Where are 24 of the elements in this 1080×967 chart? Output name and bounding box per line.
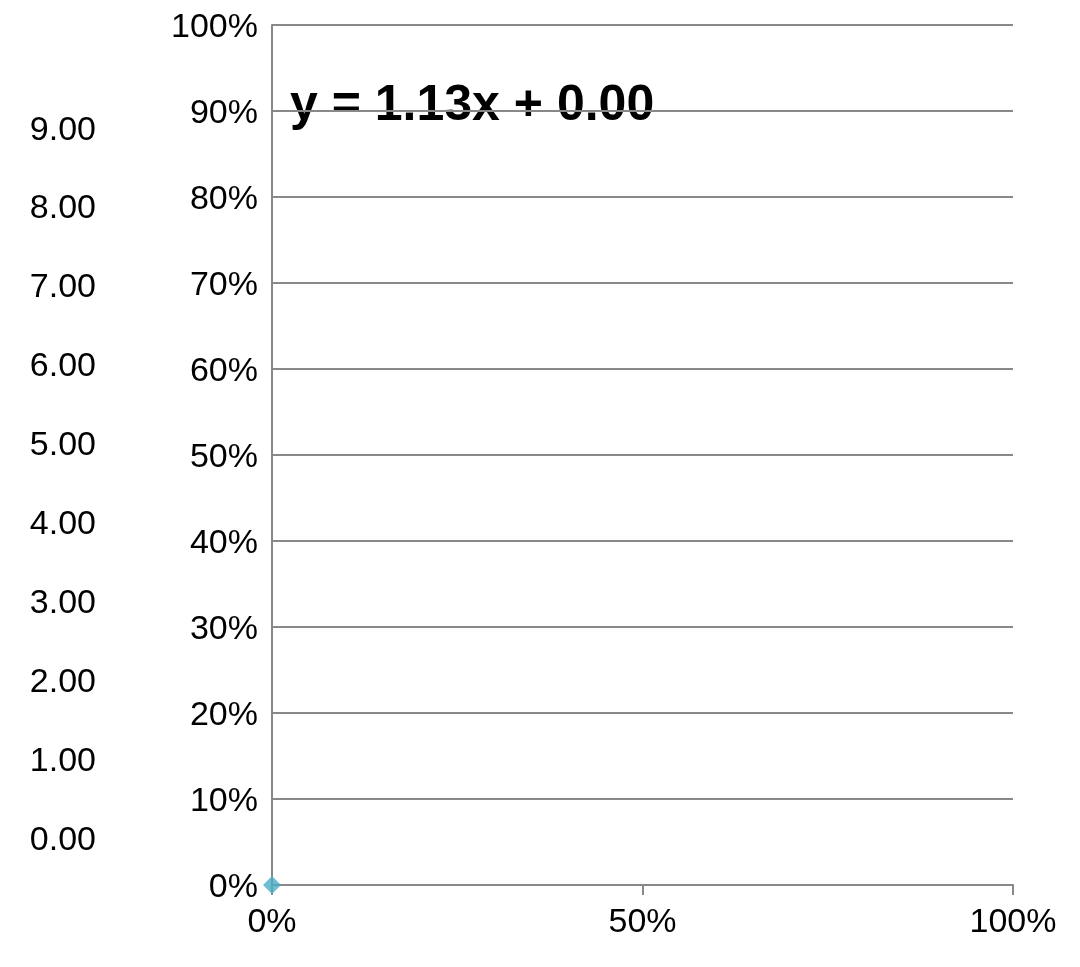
y-tick-label: 90% <box>189 92 258 130</box>
y2-tick-label: 8.00 <box>29 187 96 226</box>
y2-tick-label: 0.00 <box>29 818 96 857</box>
y-tick-label: 100% <box>171 6 258 44</box>
x-tick-label: 100% <box>969 901 1057 939</box>
y2-tick-label: 7.00 <box>29 266 96 305</box>
y2-tick-label: 2.00 <box>29 660 96 699</box>
y2-tick-label: 5.00 <box>29 424 96 463</box>
y-tick-label: 70% <box>189 264 258 302</box>
y2-tick-label: 9.00 <box>29 108 96 147</box>
x-tick-label: 50% <box>608 901 677 939</box>
y-tick-label: 60% <box>189 350 258 388</box>
y2-tick-label: 4.00 <box>29 503 96 542</box>
x-tick-label: 0% <box>247 901 297 939</box>
y2-tick-label: 6.00 <box>29 345 96 384</box>
y-tick-label: 20% <box>189 694 258 732</box>
y-tick-label: 0% <box>208 866 258 904</box>
y-tick-label: 80% <box>189 178 258 216</box>
y-tick-label: 50% <box>189 436 258 474</box>
y2-tick-label: 1.00 <box>29 739 96 778</box>
y2-tick-label: 3.00 <box>29 581 96 620</box>
y-tick-label: 30% <box>189 608 258 646</box>
y-tick-label: 10% <box>189 780 258 818</box>
y-tick-label: 40% <box>189 522 258 560</box>
